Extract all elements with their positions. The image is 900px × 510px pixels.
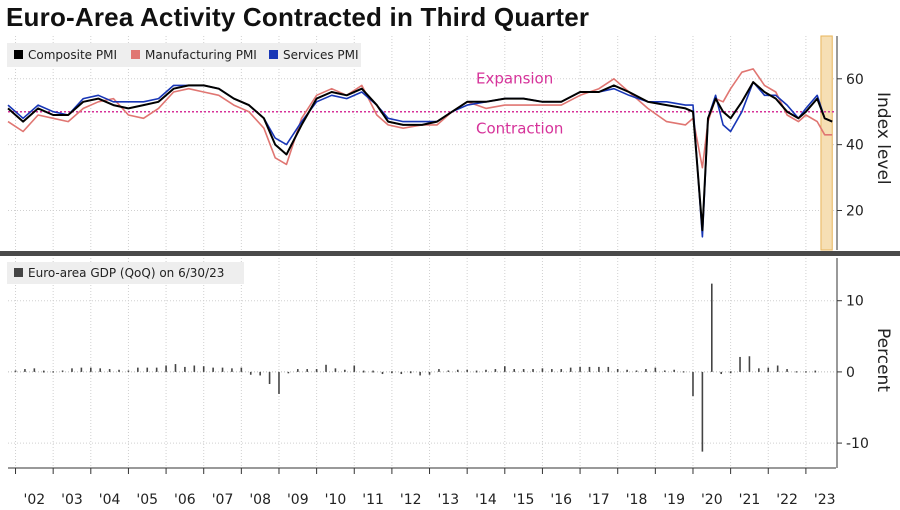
services-pmi-line — [7, 81, 833, 238]
x-tick-label: '05 — [136, 492, 158, 508]
legend-services-pmi: Services PMI — [283, 48, 359, 62]
x-tick-label: '13 — [438, 492, 460, 508]
chart-title: Euro-Area Activity Contracted in Third Q… — [6, 2, 590, 32]
x-tick-label: '20 — [701, 492, 723, 508]
pmi-y-axis: 20 40 60 — [836, 36, 864, 250]
x-tick-label: '14 — [475, 492, 497, 508]
x-tick-label: '12 — [400, 492, 422, 508]
gdp-y-axis: 10 0 -10 — [836, 258, 869, 468]
gdp-tick-label: -10 — [846, 436, 869, 452]
x-tick-label: '16 — [550, 492, 572, 508]
gdp-legend: Euro-area GDP (QoQ) on 6/30/23 — [7, 262, 244, 284]
legend-swatch-manufacturing — [131, 50, 140, 59]
x-tick-label: '21 — [739, 492, 761, 508]
composite-pmi-line — [7, 81, 833, 232]
gdp-bars — [14, 283, 817, 452]
x-tick-label: '08 — [249, 492, 271, 508]
index-level-axis-label: Index level — [873, 92, 893, 185]
manufacturing-pmi-line — [7, 68, 833, 169]
x-tick-label: '18 — [626, 492, 648, 508]
percent-axis-label: Percent — [873, 328, 893, 392]
gdp-legend-background — [7, 262, 244, 284]
gdp-tick-label: 0 — [846, 365, 855, 381]
legend-gdp: Euro-area GDP (QoQ) on 6/30/23 — [28, 266, 224, 280]
x-tick-label: '17 — [588, 492, 610, 508]
legend-swatch-services — [269, 50, 278, 59]
gdp-tick-label: 10 — [846, 294, 864, 310]
x-tick-label: '10 — [325, 492, 347, 508]
contraction-label: Contraction — [476, 120, 563, 138]
x-tick-label: '19 — [663, 492, 685, 508]
x-tick-label: '09 — [287, 492, 309, 508]
latest-quarter-highlight — [820, 35, 833, 251]
x-tick-label: '22 — [776, 492, 798, 508]
gdp-grid — [8, 258, 836, 468]
x-tick-label: '23 — [814, 492, 836, 508]
x-tick-label: '15 — [513, 492, 535, 508]
legend-swatch-gdp — [14, 268, 23, 277]
legend-composite-pmi: Composite PMI — [28, 48, 117, 62]
x-tick-label: '11 — [362, 492, 384, 508]
pmi-legend-background — [7, 43, 361, 67]
pmi-tick-label: 40 — [846, 138, 864, 154]
x-tick-label: '02 — [24, 492, 46, 508]
expansion-label: Expansion — [476, 70, 553, 88]
legend-swatch-composite — [14, 50, 23, 59]
pmi-legend: Composite PMI Manufacturing PMI Services… — [7, 43, 361, 67]
legend-manufacturing-pmi: Manufacturing PMI — [145, 48, 257, 62]
x-tick-label: '06 — [174, 492, 196, 508]
pmi-tick-label: 20 — [846, 203, 864, 219]
x-axis: '02 '03 '04 '05 '06 '07 '08 '09 '10 '11 '12 '13 '14 '… — [8, 467, 836, 508]
panel-separator — [0, 251, 900, 256]
pmi-grid — [8, 36, 836, 250]
x-tick-label: '03 — [61, 492, 83, 508]
x-tick-label: '04 — [99, 492, 121, 508]
pmi-tick-label: 60 — [846, 72, 864, 88]
pmi-series — [7, 68, 833, 238]
x-tick-label: '07 — [212, 492, 234, 508]
